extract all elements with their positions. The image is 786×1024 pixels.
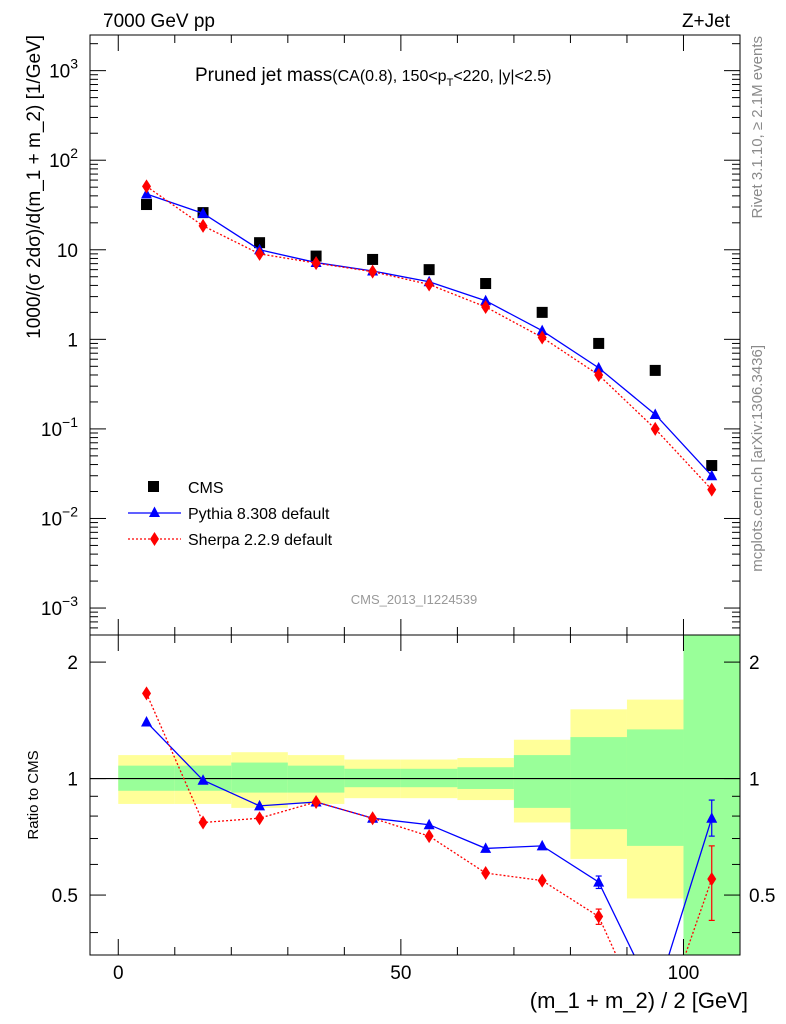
main-panel: 10−3 10−2 10−1 1 10 102 103 Pruned jet mass(CA… [24, 34, 741, 636]
ratio-band-stat-9 [626, 729, 684, 846]
ratio-axis-ticks: 0.5 0.5 1 1 2 2 0 50 100 [52, 635, 775, 984]
watermark: CMS_2013_I1224539 [351, 592, 478, 607]
main-ytick-label: 10−3 [41, 593, 78, 620]
main-point-triangle-9 [649, 408, 661, 419]
ratio-panel: 0.5 0.5 1 1 2 2 0 50 100 Ratio to CMS (m_1 + m_2… [25, 634, 775, 1013]
main-point-diamond-10 [707, 482, 717, 497]
ratio-point-diamond-6 [481, 866, 491, 881]
ratio-ytick-label-right: 0.5 [749, 886, 775, 907]
ratio-xtick-label: 0 [113, 963, 124, 984]
mcplots-label: mcplots.cern.ch [arXiv:1306.3436] [749, 345, 766, 572]
main-point-diamond-2 [255, 246, 265, 261]
main-point-square-0 [141, 199, 153, 211]
ratio-point-triangle-5 [423, 818, 435, 830]
ratio-clipped-group [90, 635, 740, 955]
ratio-point-triangle-2 [254, 799, 266, 811]
ratio-point-diamond-7 [537, 873, 547, 888]
main-marks [141, 179, 718, 497]
legend-sherpa-label: Sherpa 2.2.9 default [188, 532, 333, 549]
main-point-square-3 [310, 250, 322, 262]
main-point-diamond-1 [198, 218, 208, 233]
ratio-xtick-label: 100 [668, 963, 700, 984]
ratio-point-diamond-8 [594, 909, 604, 924]
legend-sherpa-marker [150, 532, 159, 546]
ratio-ytick-label-left: 0.5 [52, 886, 78, 907]
ratio-marks [90, 635, 740, 955]
main-point-diamond-9 [650, 421, 660, 436]
ratio-point-diamond-5 [424, 829, 434, 844]
main-ytick-label: 102 [49, 145, 78, 172]
main-ylabel: 1000/(σ 2dσ)/d(m_1 + m_2) [1/GeV] [24, 35, 45, 339]
main-ytick-label: 103 [49, 56, 78, 83]
ratio-point-triangle-0 [141, 716, 153, 727]
ratio-point-triangle-10 [706, 812, 718, 823]
main-point-diamond-7 [537, 330, 547, 345]
ratio-point-diamond-1 [198, 815, 208, 830]
header-right: Z+Jet [682, 11, 731, 32]
main-point-square-2 [254, 237, 266, 249]
main-title: Pruned jet mass(CA(0.8), 150<pT<220, |y|… [195, 65, 551, 89]
legend: CMS Pythia 8.308 default Sherpa 2.2.9 de… [128, 480, 333, 549]
ratio-point-diamond-10 [707, 872, 717, 887]
main-ytick-label: 10 [57, 241, 78, 262]
main-point-square-9 [649, 364, 661, 376]
main-point-diamond-6 [481, 299, 491, 314]
ratio-point-triangle-1 [197, 774, 209, 785]
ratio-ytick-label-left: 2 [67, 653, 78, 674]
ratio-xlabel: (m_1 + m_2) / 2 [GeV] [530, 988, 748, 1013]
main-point-square-4 [367, 253, 379, 265]
legend-cms-label: CMS [188, 480, 224, 497]
main-title-text: Pruned jet mass [195, 65, 332, 86]
rivet-label: Rivet 3.1.10, ≥ 2.1M events [749, 36, 766, 219]
main-point-square-6 [480, 278, 492, 290]
main-title-cuts-sub: T [447, 77, 454, 89]
ratio-point-diamond-0 [142, 686, 152, 701]
ratio-band-stat-7 [513, 755, 571, 808]
main-point-diamond-3 [311, 256, 321, 271]
main-ytick-label: 10−1 [41, 414, 78, 441]
ratio-point-triangle-6 [480, 842, 492, 853]
main-point-square-8 [593, 337, 605, 349]
ratio-band-stat-2 [231, 762, 288, 793]
main-point-diamond-4 [368, 264, 378, 279]
main-point-square-10 [706, 460, 718, 472]
ratio-ytick-label-left: 1 [67, 770, 78, 791]
ratio-xtick-label: 50 [390, 963, 411, 984]
ratio-ytick-label-right: 1 [749, 770, 760, 791]
ratio-point-triangle-8 [593, 876, 605, 887]
ratio-ytick-label-right: 2 [749, 653, 760, 674]
main-point-square-5 [423, 264, 435, 276]
main-point-diamond-0 [142, 179, 152, 194]
ratio-point-triangle-7 [536, 839, 548, 851]
ratio-band-stat-8 [570, 737, 627, 830]
main-point-triangle-7 [536, 324, 548, 336]
main-point-diamond-5 [424, 277, 434, 292]
main-title-cuts: (CA(0.8), 150<p [332, 68, 446, 85]
ratio-point-diamond-4 [368, 811, 378, 826]
header-left: 7000 GeV pp [103, 11, 215, 32]
main-ytick-label: 10−2 [41, 503, 78, 530]
legend-pythia-marker [149, 506, 160, 517]
ratio-frame [89, 634, 741, 956]
legend-pythia-label: Pythia 8.308 default [188, 506, 330, 523]
legend-cms-marker [148, 481, 159, 492]
main-point-square-7 [536, 306, 548, 318]
main-point-triangle-10 [706, 469, 718, 481]
main-title-cuts-suffix: <220, |y|<2.5) [453, 68, 551, 85]
main-ytick-label: 1 [67, 330, 78, 351]
main-point-diamond-8 [594, 367, 604, 382]
main-series-line-triangle [146, 193, 713, 477]
ratio-point-diamond-2 [255, 811, 265, 826]
main-point-triangle-8 [593, 361, 605, 373]
ratio-point-diamond-3 [311, 794, 321, 809]
ratio-ylabel: Ratio to CMS [25, 750, 42, 839]
main-point-triangle-1 [197, 207, 209, 218]
main-axis-ticks: 10−3 10−2 10−1 1 10 102 103 [41, 35, 741, 635]
